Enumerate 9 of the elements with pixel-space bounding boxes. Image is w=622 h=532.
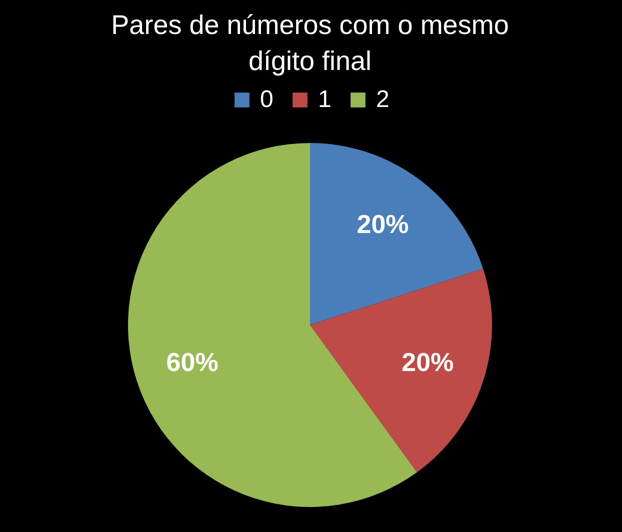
legend-label: 0 [260, 86, 274, 113]
data-label: 20% [356, 208, 409, 239]
chart-title: Pares de números com o mesmo dígito final [111, 10, 509, 76]
pie-slice [310, 268, 492, 472]
pie-slice [310, 143, 484, 325]
legend-label: 2 [376, 86, 390, 113]
legend-label: 1 [318, 86, 332, 113]
data-label: 60% [166, 347, 218, 378]
data-label: 20% [402, 347, 454, 378]
